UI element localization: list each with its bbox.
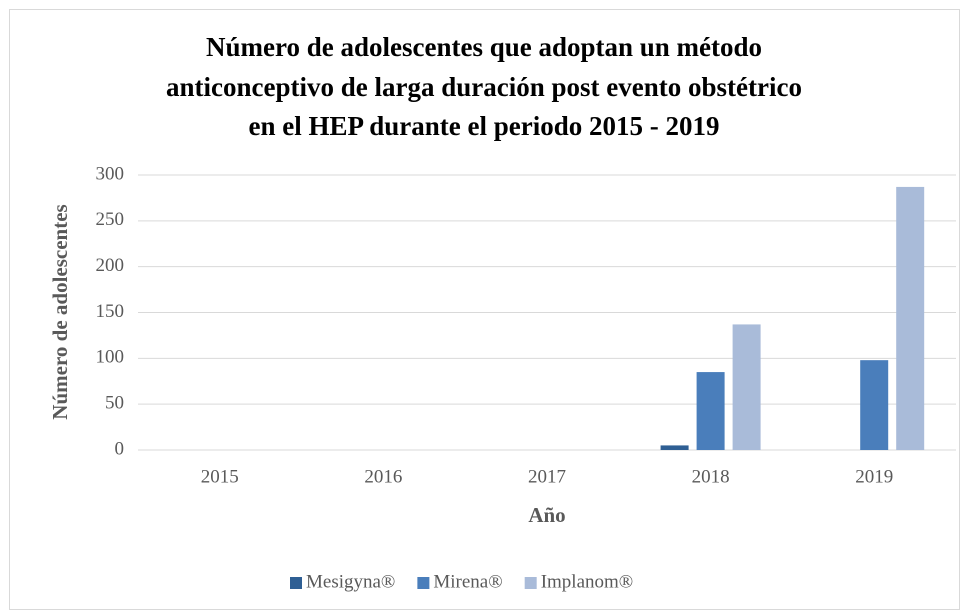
x-tick-label: 2016: [364, 466, 402, 487]
chart-title: Número de adolescentes que adoptan un mé…: [206, 32, 762, 62]
legend-label: Mirena®: [433, 571, 502, 592]
bar: [660, 445, 689, 450]
bar: [696, 372, 725, 450]
chart-title: en el HEP durante el periodo 2015 - 2019: [249, 111, 720, 141]
legend-swatch: [524, 577, 537, 589]
bar: [732, 324, 761, 450]
y-tick-label: 150: [96, 301, 125, 322]
legend-label: Implanom®: [541, 571, 634, 592]
chart-title: anticonceptivo de larga duración post ev…: [166, 72, 802, 102]
y-tick-label: 0: [115, 438, 125, 459]
chart-border: [9, 9, 960, 610]
y-tick-label: 300: [96, 163, 125, 184]
y-tick-label: 100: [96, 347, 125, 368]
x-tick-label: 2015: [201, 466, 239, 487]
legend-swatch: [290, 577, 302, 589]
x-tick-label: 2017: [528, 466, 566, 487]
bar: [860, 360, 889, 450]
y-tick-label: 50: [105, 393, 124, 414]
x-axis-label: Año: [528, 503, 565, 527]
y-axis-label: Número de adolescentes: [48, 204, 72, 419]
bar: [896, 186, 925, 450]
y-tick-label: 200: [96, 255, 125, 276]
x-tick-label: 2019: [855, 466, 893, 487]
x-tick-label: 2018: [692, 466, 730, 487]
legend-label: Mesigyna®: [306, 571, 395, 592]
y-tick-label: 250: [96, 209, 125, 230]
legend-swatch: [417, 577, 430, 589]
